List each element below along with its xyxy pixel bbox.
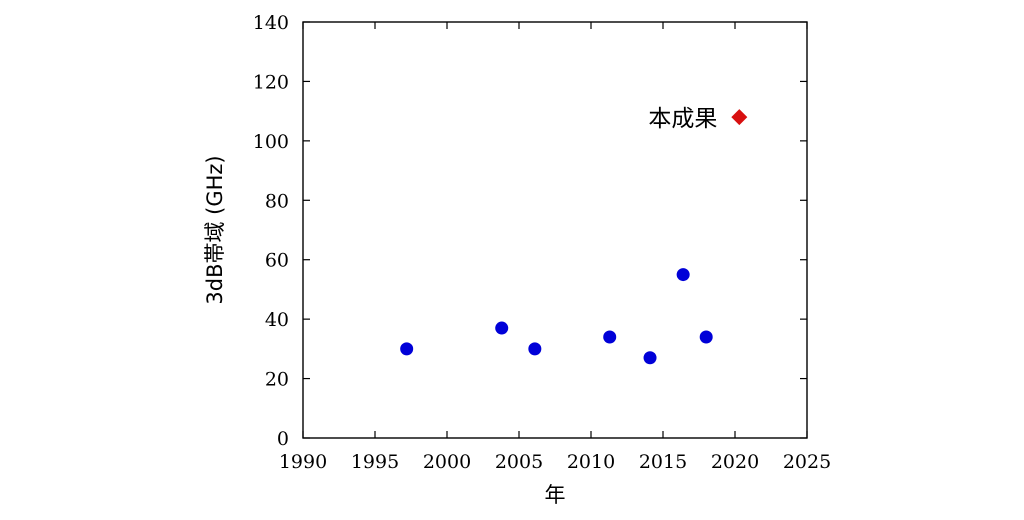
x-tick-label: 1990 [279, 451, 327, 473]
y-axis-ticks: 0 20 40 60 80 100 120 140 [253, 12, 807, 450]
y-tick-label: 140 [253, 12, 289, 34]
x-tick-label: 2000 [423, 451, 471, 473]
y-axis-title: 3dB帯域 (GHz) [203, 155, 227, 304]
annotation-label: 本成果 [648, 106, 717, 132]
x-tick-label: 2015 [639, 451, 687, 473]
plot-frame [302, 21, 808, 439]
x-axis-title: 年 [545, 483, 566, 507]
data-point-circle [603, 330, 617, 344]
data-point-circle [495, 321, 509, 335]
x-tick-label: 2025 [783, 451, 831, 473]
annotations: 本成果 [648, 106, 717, 132]
y-tick-label: 0 [277, 428, 289, 450]
data-point-circle [676, 268, 690, 282]
data-point-diamond [731, 109, 748, 126]
y-tick-label: 80 [265, 190, 289, 212]
data-points [400, 109, 748, 365]
y-tick-label: 40 [265, 309, 289, 331]
y-tick-label: 100 [253, 131, 289, 153]
y-tick-label: 60 [265, 250, 289, 272]
x-tick-label: 2005 [495, 451, 543, 473]
data-point-circle [528, 342, 542, 356]
x-tick-label: 1995 [351, 451, 399, 473]
data-point-circle [643, 351, 657, 365]
x-axis-ticks: 1990 1995 2000 2005 2010 2015 2020 2025 [279, 22, 831, 473]
data-point-circle [400, 342, 414, 356]
y-tick-label: 20 [265, 369, 289, 391]
data-point-circle [699, 330, 713, 344]
x-tick-label: 2010 [567, 451, 615, 473]
x-tick-label: 2020 [711, 451, 759, 473]
y-tick-label: 120 [253, 71, 289, 93]
